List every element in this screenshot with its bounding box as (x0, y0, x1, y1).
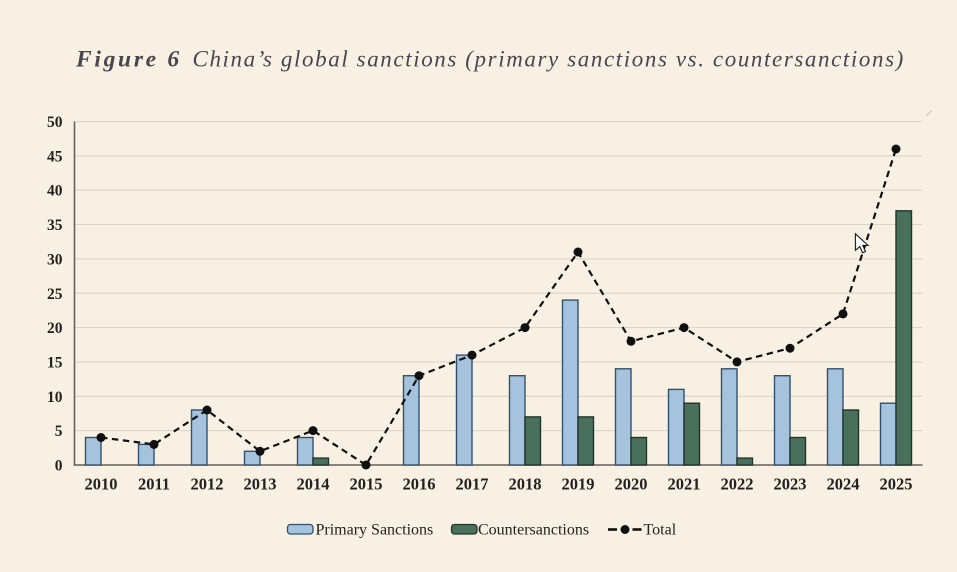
svg-text:15: 15 (47, 354, 63, 371)
svg-text:5: 5 (55, 423, 63, 440)
svg-text:Countersanctions: Countersanctions (478, 522, 589, 539)
svg-text:2019: 2019 (562, 475, 595, 494)
svg-text:2012: 2012 (191, 475, 224, 494)
svg-text:2023: 2023 (774, 475, 807, 494)
svg-text:2016: 2016 (403, 475, 436, 494)
svg-text:2017: 2017 (456, 475, 489, 494)
svg-text:2024: 2024 (827, 475, 860, 494)
svg-text:2018: 2018 (509, 475, 542, 494)
svg-text:0: 0 (55, 458, 63, 475)
svg-text:20: 20 (47, 320, 63, 337)
svg-text:2014: 2014 (297, 475, 330, 494)
svg-text:Total: Total (644, 522, 677, 539)
svg-text:2011: 2011 (138, 475, 170, 494)
svg-text:2020: 2020 (615, 475, 648, 494)
svg-text:Primary Sanctions: Primary Sanctions (316, 522, 434, 539)
svg-text:2025: 2025 (880, 475, 913, 494)
svg-text:2010: 2010 (85, 475, 118, 494)
svg-text:45: 45 (47, 148, 63, 165)
svg-text:2013: 2013 (244, 475, 277, 494)
svg-text:10: 10 (47, 389, 63, 406)
svg-text:2022: 2022 (721, 475, 754, 494)
svg-text:2021: 2021 (668, 475, 701, 494)
svg-text:2015: 2015 (350, 475, 383, 494)
svg-text:30: 30 (47, 251, 63, 268)
svg-text:50: 50 (47, 114, 63, 131)
svg-text:40: 40 (47, 183, 63, 200)
svg-text:35: 35 (47, 217, 63, 234)
svg-text:25: 25 (47, 286, 63, 303)
